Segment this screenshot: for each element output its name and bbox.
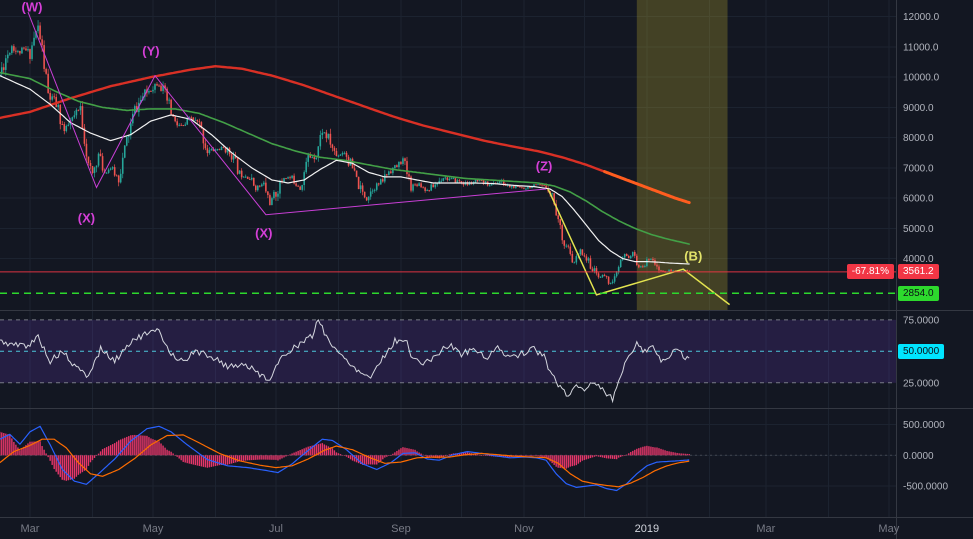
macd-axis-label: 500.0000	[903, 420, 945, 431]
last-price-badge: 3561.2	[898, 264, 939, 280]
price-axis[interactable]: 12000.0 11000.0 10000.0 9000.0 8000.0 7000.0 6…	[903, 12, 948, 493]
time-axis-label: Mar	[21, 523, 40, 535]
macd-axis-label: 0.0000	[903, 451, 934, 462]
wave-label-y[interactable]: (Y)	[142, 43, 160, 59]
time-axis-label: May	[878, 523, 899, 535]
price-axis-label: 5000.0	[903, 224, 934, 235]
grid-lines	[0, 0, 896, 517]
wave-label-x1[interactable]: (X)	[77, 210, 96, 226]
price-axis-label: 10000.0	[903, 73, 940, 84]
highlight-band[interactable]	[636, 0, 728, 310]
macd-signal-line	[0, 434, 690, 488]
price-axis-label: 4000.0	[903, 254, 934, 265]
time-axis[interactable]: Mar May Jul Sep Nov 2019 Mar May	[21, 523, 900, 535]
rsi-axis-label: 25.0000	[903, 378, 940, 389]
price-axis-label: 12000.0	[903, 12, 940, 23]
price-axis-label: 7000.0	[903, 163, 934, 174]
price-axis-label: 6000.0	[903, 194, 934, 205]
price-axis-label: 11000.0	[903, 42, 939, 53]
ma-slow-line	[0, 64, 691, 204]
projection-line[interactable]	[547, 188, 731, 306]
support-price-badge: 2854.0	[898, 285, 939, 301]
ma-fast-line	[0, 75, 690, 265]
wave-label-w[interactable]: (W)	[21, 0, 43, 15]
ma-slow-highlight-line	[603, 170, 691, 205]
wave-connector-line[interactable]	[27, 11, 547, 216]
time-axis-label: Nov	[514, 523, 534, 535]
time-axis-label: 2019	[635, 523, 659, 535]
time-axis-label: May	[143, 523, 164, 535]
wave-label-b[interactable]: (B)	[684, 248, 703, 264]
wave-label-x2[interactable]: (X)	[255, 225, 273, 241]
rsi-midline-badge: 50.0000	[898, 343, 945, 359]
price-axis-label: 9000.0	[903, 103, 934, 114]
time-axis-label: Jul	[269, 523, 283, 535]
price-axis-label: 8000.0	[903, 133, 934, 144]
time-axis-label: Mar	[756, 523, 775, 535]
rsi-axis-label: 75.0000	[903, 315, 940, 326]
change-percent-badge: -67.81%	[846, 264, 894, 280]
macd-axis-label: -500.0000	[903, 482, 948, 493]
wave-label-z[interactable]: (Z)	[535, 158, 553, 174]
time-axis-label: Sep	[391, 523, 411, 535]
rsi-line	[0, 319, 690, 404]
ma-mid-line	[0, 71, 691, 245]
